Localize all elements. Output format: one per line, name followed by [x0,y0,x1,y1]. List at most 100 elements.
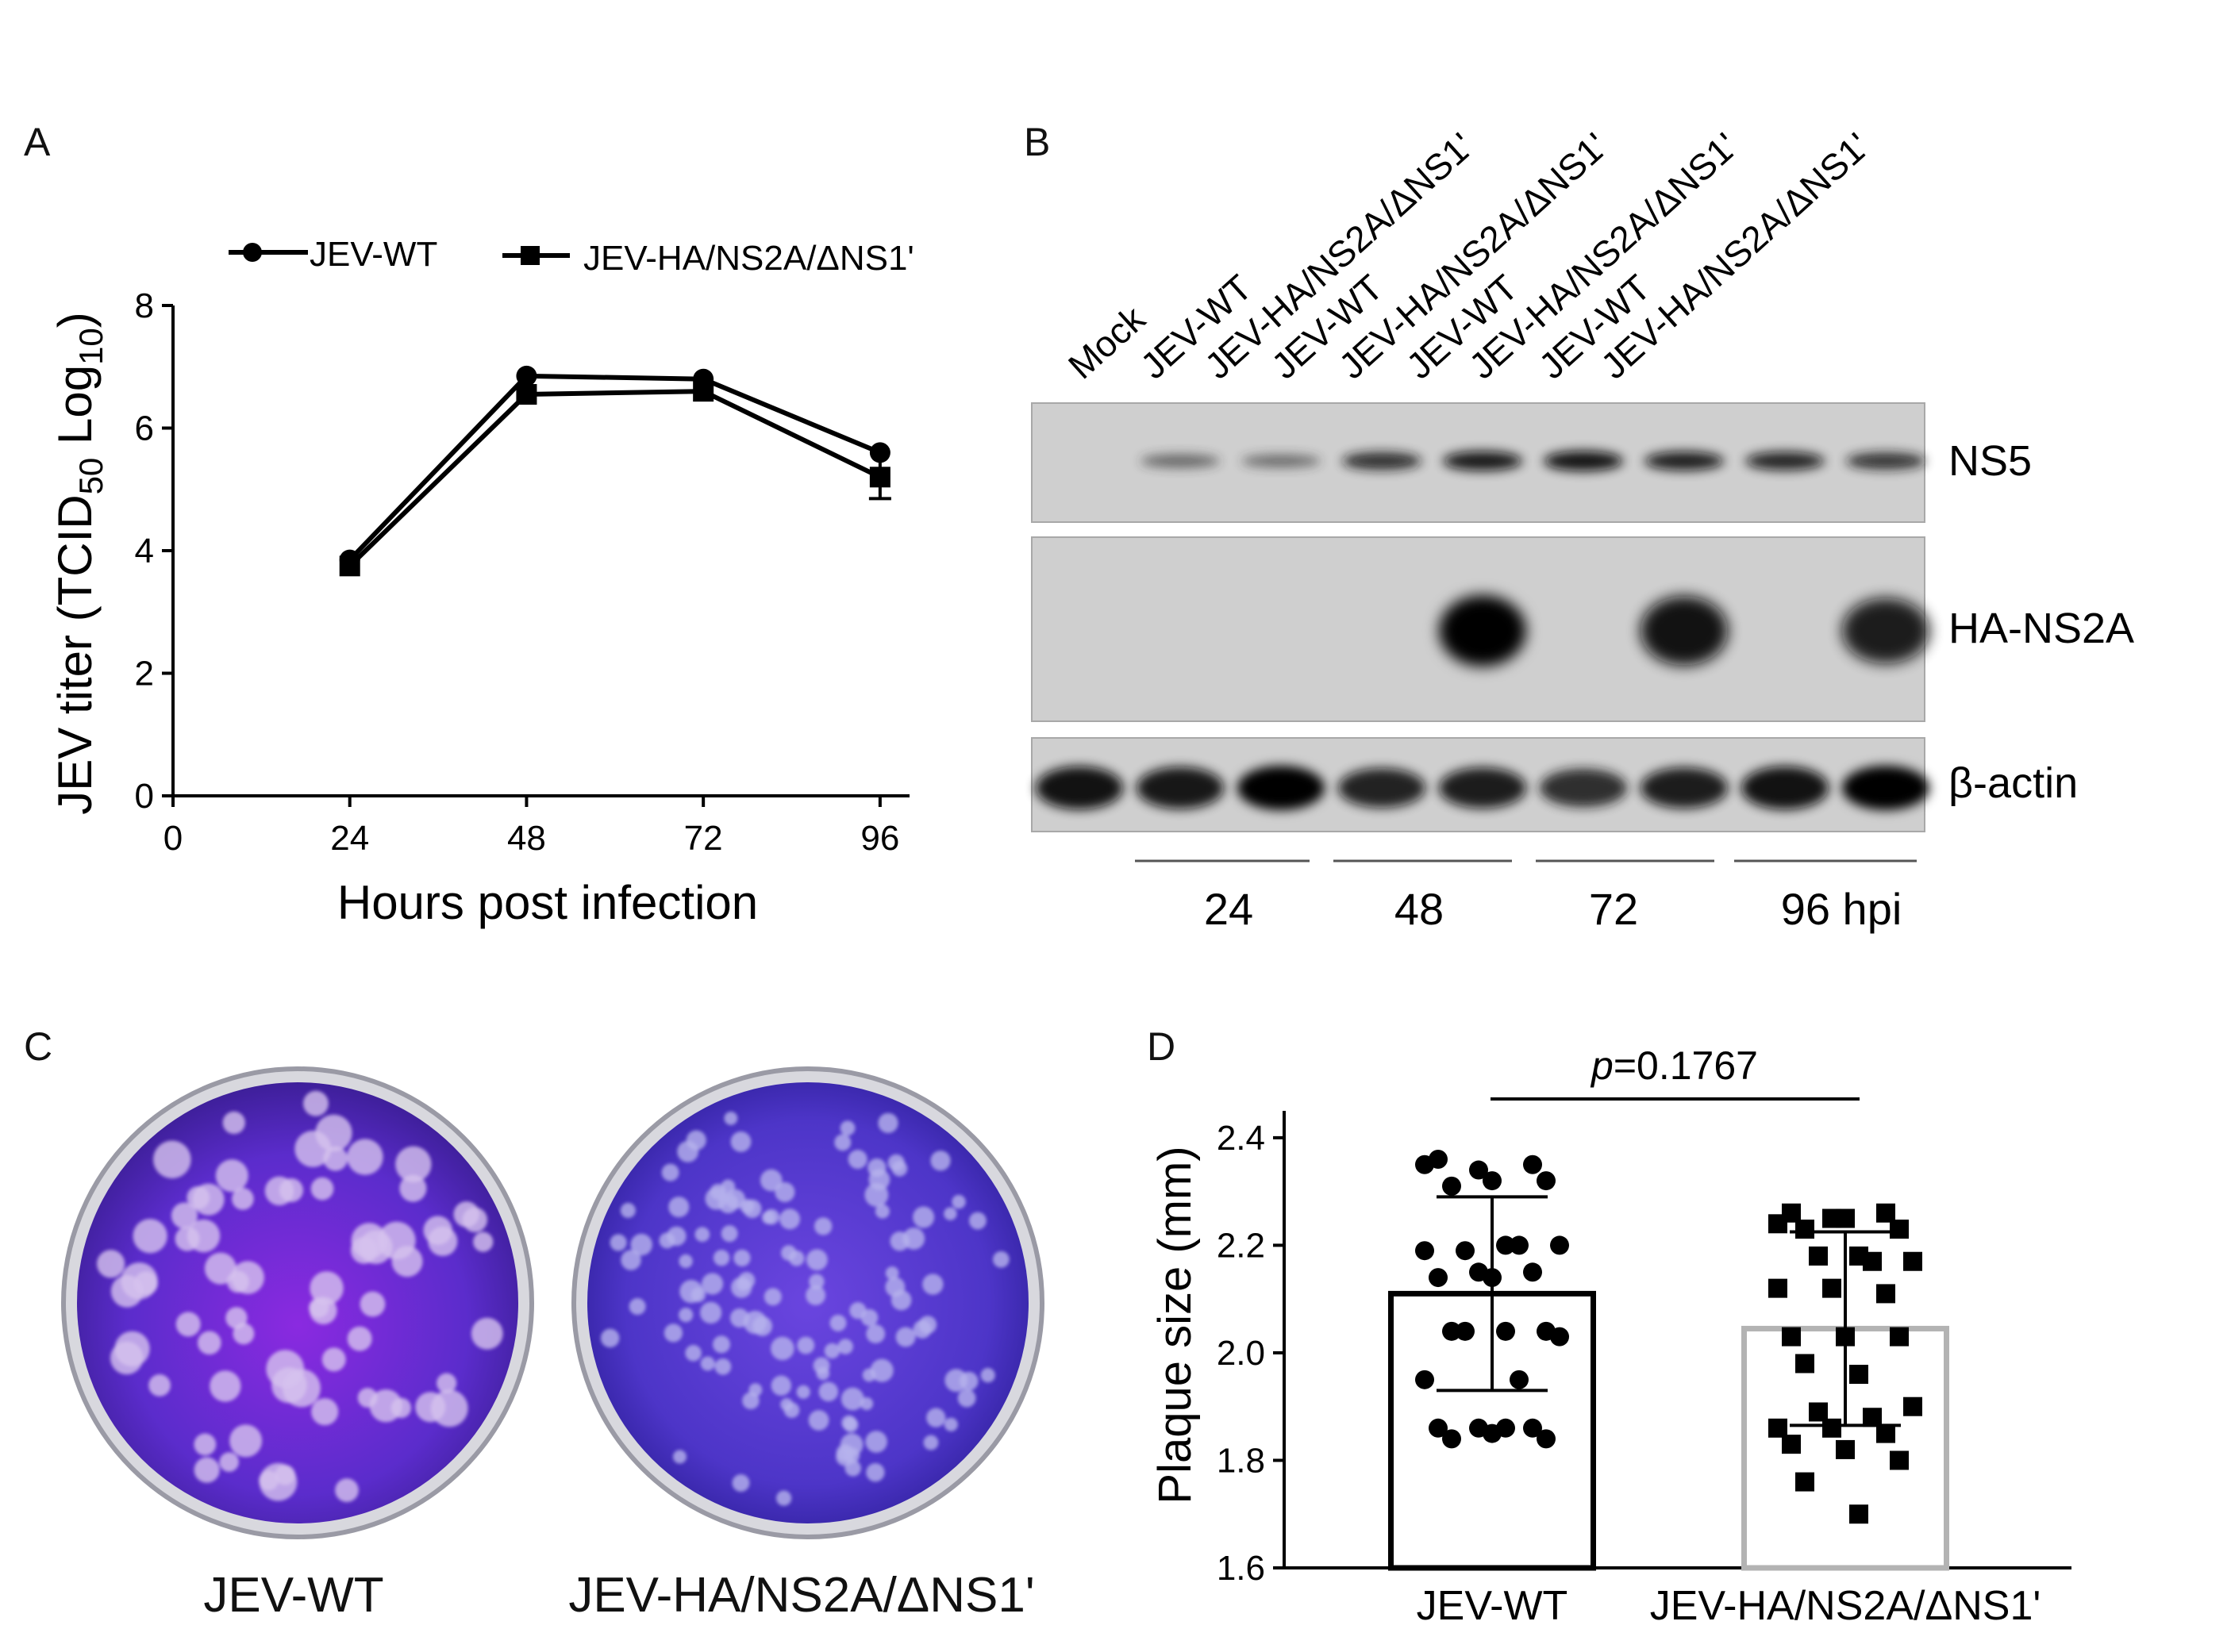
data-point-square [1782,1327,1801,1347]
plaque [797,1336,815,1354]
blot-band [1439,767,1526,809]
plaque [175,1226,200,1251]
plaque [679,1254,693,1269]
timepoint-label: 96 hpi [1781,884,1902,934]
plaque [347,1139,383,1175]
plaque [134,1271,158,1296]
plaque [841,1415,857,1431]
plaque [471,1317,503,1350]
blot-strip: NS5 [1031,402,2032,523]
plaque [210,1370,241,1402]
blot-band [1644,451,1724,471]
plaque [885,1266,899,1280]
legend-marker-square [521,246,540,265]
dish-label-wt: JEV-WT [203,1568,384,1623]
data-point-circle [1496,1418,1515,1438]
blot-band [1540,768,1627,808]
plaque [930,1151,951,1171]
data-point-circle [1429,1418,1448,1438]
plaque [219,1452,239,1472]
blot-band [1137,766,1224,809]
plaque [824,1343,840,1359]
plaque [890,1231,910,1251]
blot-band [1641,596,1728,666]
y-tick-label: 2.0 [1217,1334,1265,1373]
plaque [848,1150,867,1170]
dish-wt [61,1066,534,1539]
blot-band [1842,597,1929,664]
x-tick-label: 0 [163,819,183,858]
data-point-square [1795,1220,1814,1239]
plaque [890,1289,912,1311]
plaque [686,1130,706,1151]
data-point-square [869,467,890,488]
plaque [866,1324,886,1343]
plaque [453,1201,480,1227]
plaque [840,1120,856,1136]
panel-letter-c: C [24,1024,53,1069]
y-tick-label: 8 [135,286,154,325]
dish-mutant [571,1066,1044,1539]
data-point-square [1890,1220,1909,1239]
plaque [923,1435,939,1450]
plaque [748,1383,763,1397]
plaque [866,1462,885,1482]
plaque [621,1250,641,1270]
plaque [302,1090,329,1116]
plaque [229,1424,263,1458]
plaque [347,1326,372,1351]
panel-letter-d: D [1147,1024,1176,1069]
plaque [895,1327,916,1347]
data-point-square [1849,1504,1868,1524]
y-tick-label: 2 [135,655,154,693]
plaque [360,1291,386,1317]
plaque [171,1202,198,1229]
plaque-dishes [61,1066,1044,1539]
plaque [809,1274,825,1290]
data-point-circle [1442,1321,1461,1341]
series-line [348,373,882,562]
plaque [423,1216,452,1245]
data-point-circle [1456,1241,1475,1261]
y-tick-label: 2.4 [1217,1119,1265,1158]
blot-band [1443,451,1522,471]
plaque [315,1114,352,1151]
plaque [222,1111,245,1135]
plaque [415,1392,446,1423]
plaque [391,1246,423,1277]
chart-bars: JEV-WT JEV-HA/NS2A/ΔNS1' [1388,1195,2041,1629]
plaque [192,1183,225,1216]
plaque [968,1212,987,1230]
x-tick-label: 96 [860,819,899,858]
plaque [359,1230,393,1264]
plaque [818,1381,839,1402]
plaque [231,1261,264,1294]
data-point-circle [1483,1268,1502,1288]
plaque [701,1273,724,1295]
plaque [806,1249,828,1271]
plaque [620,1202,636,1218]
plaque [310,1271,344,1305]
y-axis-title: JEV titer (TCID50 Log10) [48,312,110,815]
plaque [844,1460,861,1477]
blot-band [1641,767,1728,809]
data-point-circle [1510,1235,1529,1255]
plaque [761,1211,775,1224]
plaque [922,1274,944,1295]
data-point-circle [1550,1235,1569,1255]
plaque [959,1371,979,1391]
chart-points [1415,1149,1922,1524]
plaque [776,1490,792,1506]
y-tick-label: 6 [135,409,154,448]
plaque [952,1194,966,1209]
data-point-square [1863,1251,1882,1271]
blot-label: HA-NS2A [1948,605,2134,652]
plaque [808,1410,829,1431]
blot-band [1141,454,1220,468]
plaque [194,1433,217,1456]
plaque [194,1457,220,1483]
data-point-circle [516,365,537,386]
blot-strips: NS5 HA-NS2A β-actin [1031,402,2134,832]
plaque [829,1314,847,1331]
data-point-square [1836,1208,1855,1228]
